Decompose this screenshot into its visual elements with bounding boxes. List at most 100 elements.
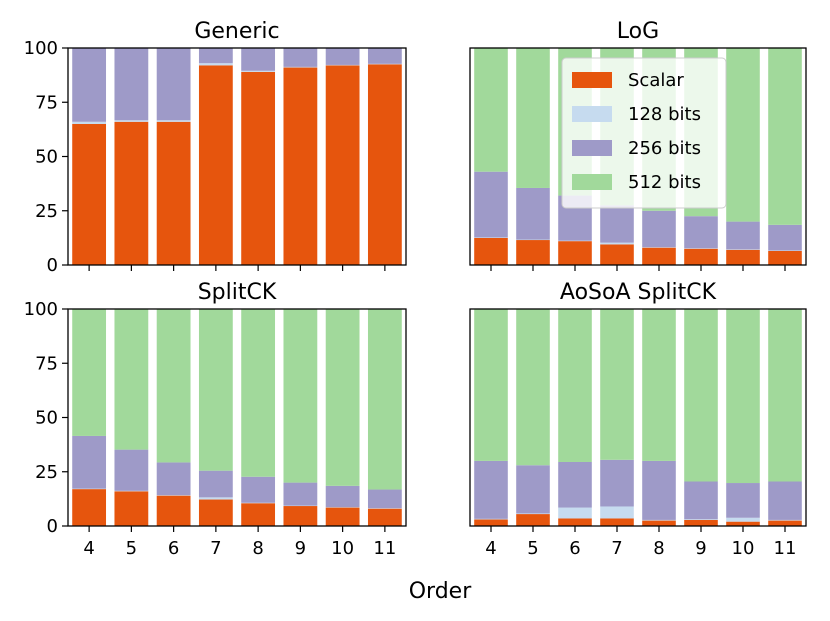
bar-generic-order-4-256-bits [72,48,107,122]
axes-frame-aosoa-splitck [469,308,807,527]
bar-log-order-11-512-bits [768,48,802,225]
bar-aosoa-splitck-order-9-128-bits [684,519,718,520]
bar-aosoa-splitck-order-7-512-bits [600,309,634,460]
bar-generic-order-4-128-bits [72,121,107,124]
bar-aosoa-splitck-order-9-256-bits [684,481,718,520]
bar-log-order-5-512-bits [516,48,550,188]
bar-aosoa-splitck-order-5-256-bits [516,465,550,514]
bar-splitck-order-9-512-bits [283,309,318,483]
bar-splitck-order-11-512-bits [367,309,402,490]
bar-log-order-6-scalar [558,241,592,265]
y-tick-label-splitck-75: 75 [35,353,58,374]
bar-splitck-order-5-512-bits [114,309,149,450]
bar-splitck-order-10-512-bits [325,309,360,486]
bar-aosoa-splitck-order-5-scalar [516,514,550,526]
bar-log-order-8-256-bits [642,210,676,248]
bar-log-order-5-256-bits [516,187,550,240]
subplot-title-log: LoG [617,19,659,44]
bar-aosoa-splitck-order-11-scalar [768,520,802,526]
bar-aosoa-splitck-order-10-scalar [726,521,760,526]
bar-splitck-order-10-256-bits [325,485,360,508]
x-tick-label-splitck-4: 4 [83,538,94,559]
bar-aosoa-splitck-order-6-256-bits [558,461,592,508]
figure-x-axis-label: Order [409,579,472,604]
bar-generic-order-9-scalar [283,67,318,265]
bar-generic-order-7-scalar [198,65,233,265]
bar-generic-order-7-256-bits [198,48,233,64]
subplot-title-generic: Generic [194,19,279,44]
y-tick-label-generic-75: 75 [35,92,58,113]
bar-log-order-7-128-bits [600,242,634,245]
bar-generic-order-9-256-bits [283,48,318,67]
bar-splitck-order-11-256-bits [367,489,402,509]
bar-splitck-order-9-256-bits [283,482,318,506]
bar-aosoa-splitck-order-7-scalar [600,518,634,526]
legend-swatch-512-bits [572,174,612,190]
subplot-generic: Generic 0 25 50 75 100 [24,19,407,276]
bar-aosoa-splitck-order-10-512-bits [726,309,760,484]
subplot-aosoa-splitck: AoSoA SplitCK 4 5 6 7 8 9 10 11 [469,280,807,559]
bar-splitck-order-8-512-bits [241,309,276,477]
bar-splitck-order-4-scalar [72,489,107,526]
bar-log-order-10-256-bits [726,221,760,250]
bar-log-order-11-scalar [768,250,802,265]
bar-log-order-7-256-bits [600,205,634,243]
bar-aosoa-splitck-order-8-256-bits [642,460,676,520]
bar-aosoa-splitck-order-9-512-bits [684,309,718,482]
bar-log-order-10-scalar [726,249,760,265]
legend-log: Scalar 128 bits 256 bits 512 bits [561,57,727,209]
bar-log-order-11-256-bits [768,224,802,251]
x-tick-label-splitck-11: 11 [373,538,396,559]
bar-generic-order-6-scalar [156,121,191,265]
bar-log-order-10-512-bits [726,48,760,222]
bar-splitck-order-7-512-bits [198,309,233,471]
bar-log-order-9-256-bits [684,216,718,249]
bar-splitck-order-6-256-bits [156,462,191,496]
axes-frame-log [469,47,807,266]
bar-aosoa-splitck-order-5-128-bits [516,513,550,515]
bar-splitck-order-5-scalar [114,491,149,526]
y-tick-label-splitck-100: 100 [24,299,58,320]
bar-aosoa-splitck-order-6-512-bits [558,309,592,462]
bar-generic-order-4-scalar [72,123,107,265]
bar-splitck-order-7-128-bits [198,497,233,500]
x-tick-label-splitck-10: 10 [331,538,354,559]
bar-generic-order-8-256-bits [241,48,276,71]
x-tick-label-aosoa-splitck-11: 11 [774,538,797,559]
bar-generic-order-8-scalar [241,71,276,266]
bar-log-order-9-scalar [684,248,718,265]
bar-splitck-order-6-scalar [156,495,191,526]
bar-aosoa-splitck-order-6-scalar [558,518,592,526]
subplot-splitck: SplitCK 0 25 50 75 100 4 5 6 7 8 9 10 11 [24,280,407,559]
bar-aosoa-splitck-order-8-512-bits [642,309,676,461]
bar-splitck-order-6-512-bits [156,309,191,463]
bar-generic-order-5-256-bits [114,48,149,121]
bar-aosoa-splitck-order-6-128-bits [558,507,592,519]
subplot-title-splitck: SplitCK [198,280,277,305]
bar-splitck-order-10-scalar [325,507,360,526]
x-tick-label-splitck-7: 7 [210,538,221,559]
bar-aosoa-splitck-order-4-scalar [474,519,508,526]
bar-generic-order-5-scalar [114,121,149,265]
subplot-log: LoG Scalar 128 bits 256 bits 512 bits [469,19,807,271]
bar-splitck-order-4-512-bits [72,309,107,436]
legend-label-256-bits: 256 bits [628,138,701,159]
bar-splitck-order-8-256-bits [241,476,276,503]
y-tick-label-generic-0: 0 [47,255,58,276]
bar-log-order-4-256-bits [474,171,508,238]
bar-generic-order-10-scalar [325,65,360,265]
y-tick-label-splitck-25: 25 [35,462,58,483]
bar-aosoa-splitck-order-4-512-bits [474,309,508,461]
bar-splitck-order-4-256-bits [72,435,107,489]
bar-generic-order-6-128-bits [156,120,191,122]
subplot-title-aosoa-splitck: AoSoA SplitCK [560,280,717,305]
x-tick-label-aosoa-splitck-5: 5 [527,538,538,559]
bar-aosoa-splitck-order-11-128-bits [768,519,802,521]
legend-label-512-bits: 512 bits [628,172,701,193]
x-tick-label-aosoa-splitck-10: 10 [732,538,755,559]
bar-splitck-order-8-scalar [241,503,276,526]
bar-splitck-order-7-256-bits [198,470,233,498]
bar-aosoa-splitck-order-10-256-bits [726,483,760,518]
x-tick-label-aosoa-splitck-6: 6 [569,538,580,559]
